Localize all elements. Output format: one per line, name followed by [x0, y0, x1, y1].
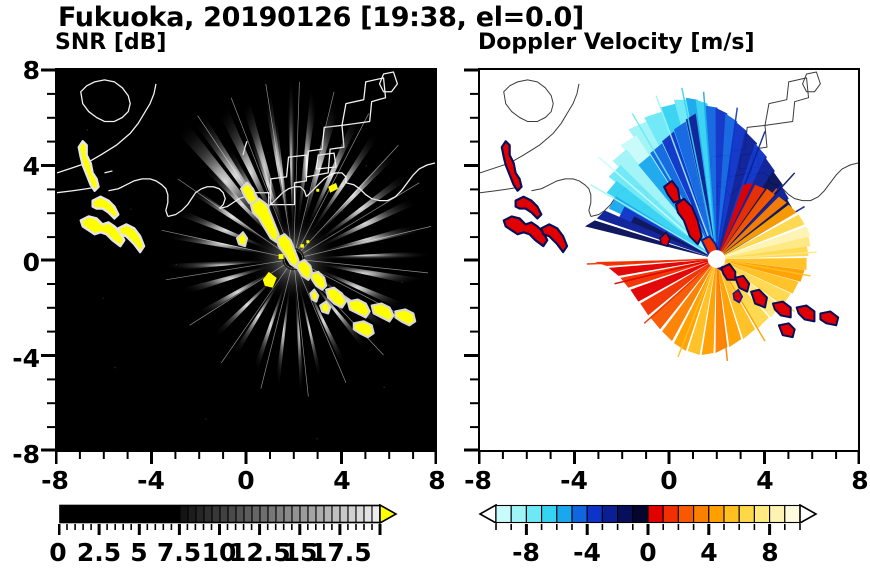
snr-cb-label-10: 10	[201, 538, 237, 567]
y-axis-ticks-right	[464, 68, 478, 452]
snr-canvas	[57, 70, 435, 450]
dop-cb-label-4p: 4	[700, 538, 718, 567]
dop-cb-label-8n: -8	[512, 538, 540, 567]
doppler-recede-lobe	[586, 182, 817, 362]
snr-plot-area[interactable]	[55, 68, 437, 452]
page-title: Fukuoka, 20190126 [19:38, el=0.0]	[58, 2, 584, 33]
island-echoes-snr	[77, 140, 417, 339]
snr-cb-label-0: 0	[49, 538, 67, 567]
doppler-colorbar-swatches	[478, 504, 818, 524]
x-tick-right-8p: 8	[851, 466, 869, 495]
snr-colorbar[interactable]	[58, 504, 398, 524]
y-tick-left-8n: -8	[12, 440, 40, 469]
x-tick-right-8n: -8	[464, 466, 492, 495]
doppler-plot-area[interactable]	[478, 68, 860, 452]
panel-title-snr: SNR [dB]	[55, 30, 167, 55]
x-tick-left-8n: -8	[41, 466, 69, 495]
x-tick-left-0: 0	[237, 466, 255, 495]
dop-cb-label-4n: -4	[573, 538, 601, 567]
snr-cb-label-7p5: 7.5	[156, 538, 202, 567]
doppler-colorbar-ticks	[495, 524, 801, 535]
radar-blind-zone	[707, 250, 726, 268]
dop-cb-label-8p: 8	[761, 538, 779, 567]
doppler-colorbar[interactable]	[478, 504, 818, 524]
x-tick-right-0: 0	[660, 466, 678, 495]
x-tick-left-8p: 8	[428, 466, 446, 495]
snr-cb-label-17p5: 17.5	[310, 538, 372, 567]
snr-cb-label-2p5: 2.5	[76, 538, 122, 567]
x-tick-left-4p: 4	[333, 466, 351, 495]
x-tick-right-4p: 4	[756, 466, 774, 495]
x-tick-left-4n: -4	[137, 466, 165, 495]
panel-title-doppler: Doppler Velocity [m/s]	[478, 30, 755, 55]
snr-colorbar-ticks	[58, 524, 382, 535]
y-tick-left-0: 0	[22, 248, 40, 277]
x-axis-ticks-right	[478, 452, 860, 464]
island-echoes-doppler	[500, 140, 569, 254]
doppler-canvas	[480, 70, 858, 450]
y-axis-ticks-left	[41, 68, 55, 452]
dop-cb-label-0: 0	[639, 538, 657, 567]
snr-cb-label-15: 15	[282, 538, 318, 567]
x-tick-right-4n: -4	[560, 466, 588, 495]
snr-cb-label-12p5: 12.5	[229, 538, 291, 567]
y-tick-left-4n: -4	[12, 344, 40, 373]
y-tick-left-8p: 8	[22, 56, 40, 85]
y-tick-left-4p: 4	[22, 152, 40, 181]
x-axis-ticks-left	[55, 452, 437, 464]
snr-cb-label-5: 5	[130, 538, 148, 567]
snr-colorbar-swatches	[59, 504, 398, 524]
